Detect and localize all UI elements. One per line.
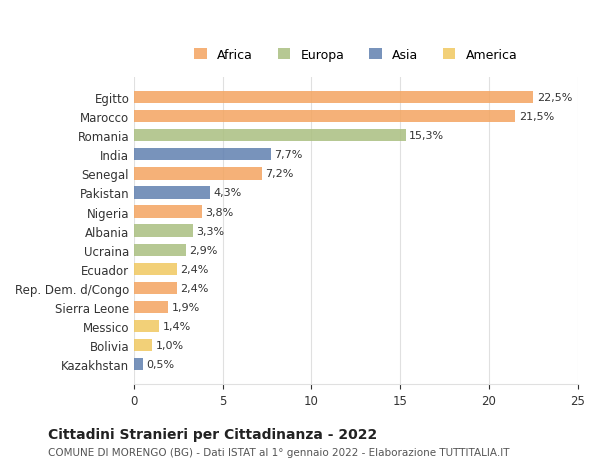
Legend: Africa, Europa, Asia, America: Africa, Europa, Asia, America (190, 44, 522, 67)
Text: COMUNE DI MORENGO (BG) - Dati ISTAT al 1° gennaio 2022 - Elaborazione TUTTITALIA: COMUNE DI MORENGO (BG) - Dati ISTAT al 1… (48, 447, 509, 457)
Text: 3,3%: 3,3% (196, 226, 224, 236)
Text: 4,3%: 4,3% (214, 188, 242, 198)
Bar (134, 130, 406, 142)
Bar (134, 149, 271, 161)
Text: 3,8%: 3,8% (205, 207, 233, 217)
Bar (134, 92, 533, 104)
Bar (134, 320, 159, 333)
Bar (134, 282, 176, 295)
Text: 2,4%: 2,4% (180, 283, 209, 293)
Text: 7,2%: 7,2% (265, 169, 294, 179)
Bar (134, 168, 262, 180)
Text: 0,5%: 0,5% (146, 359, 175, 369)
Bar (134, 225, 193, 237)
Text: 2,4%: 2,4% (180, 264, 209, 274)
Bar (134, 339, 152, 352)
Text: Cittadini Stranieri per Cittadinanza - 2022: Cittadini Stranieri per Cittadinanza - 2… (48, 427, 377, 441)
Text: 2,9%: 2,9% (189, 245, 217, 255)
Text: 21,5%: 21,5% (519, 112, 554, 122)
Bar (134, 244, 185, 257)
Text: 1,4%: 1,4% (163, 321, 191, 331)
Text: 15,3%: 15,3% (409, 131, 444, 141)
Text: 1,9%: 1,9% (172, 302, 200, 312)
Bar (134, 358, 143, 371)
Bar (134, 111, 515, 123)
Bar (134, 187, 211, 199)
Text: 22,5%: 22,5% (537, 93, 572, 103)
Bar (134, 301, 168, 313)
Text: 1,0%: 1,0% (155, 341, 184, 350)
Text: 7,7%: 7,7% (274, 150, 302, 160)
Bar (134, 206, 202, 218)
Bar (134, 263, 176, 275)
